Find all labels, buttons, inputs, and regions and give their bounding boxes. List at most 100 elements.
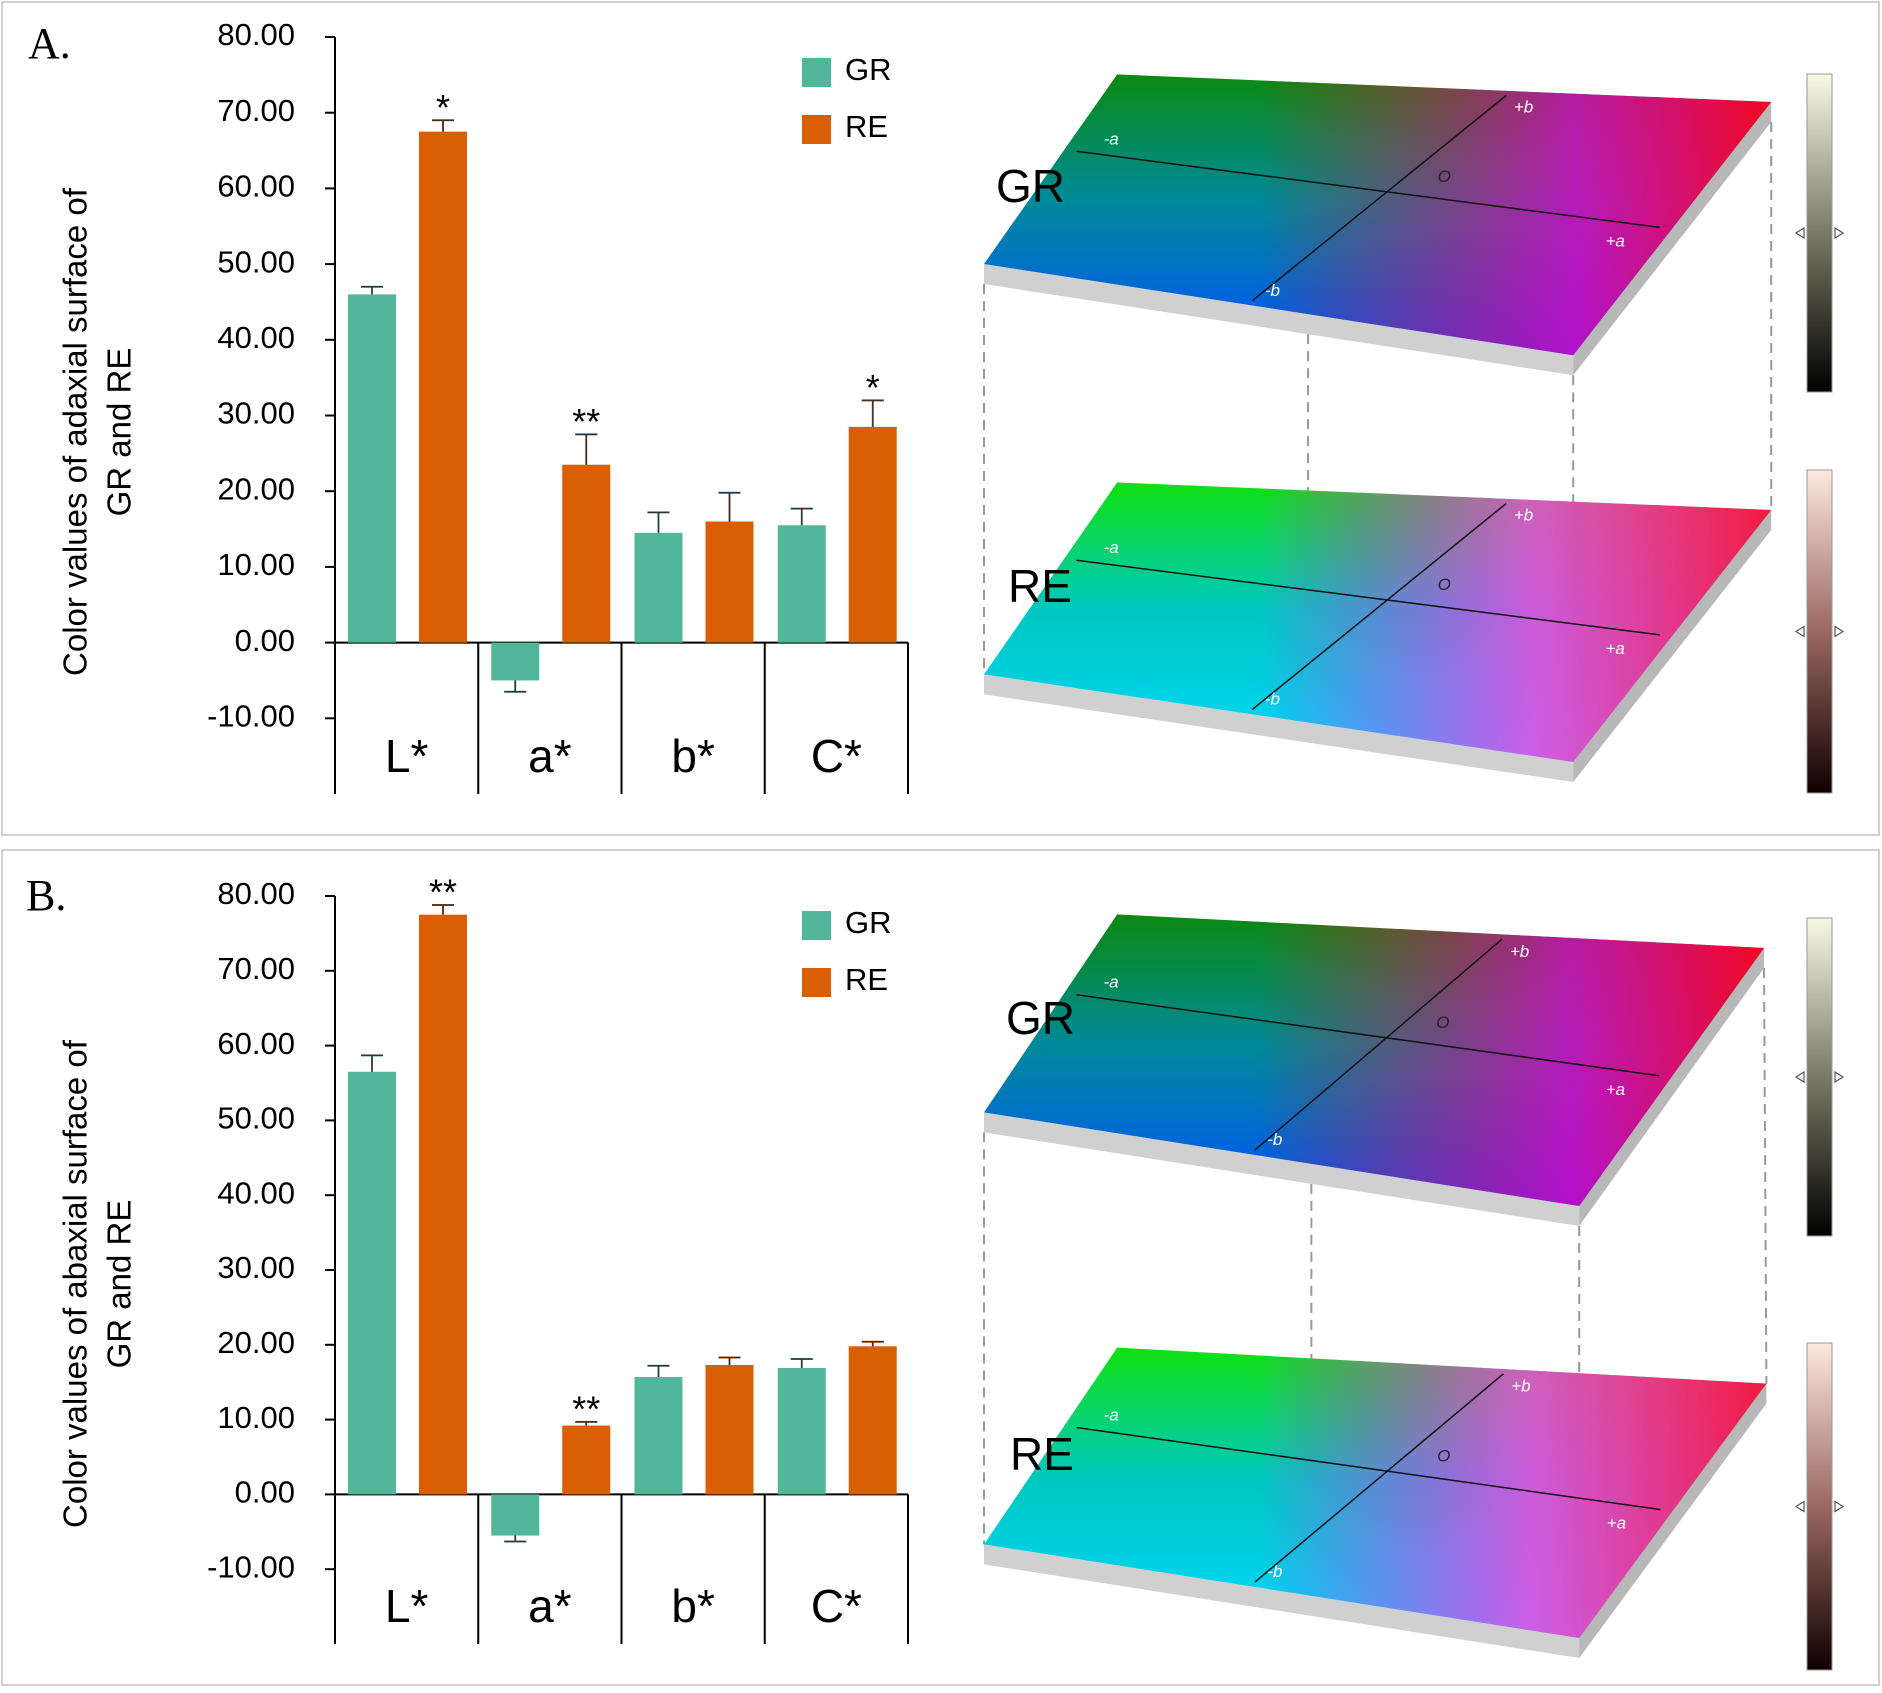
scale-marker: [1794, 1500, 1845, 1513]
plane-name: GR: [1006, 992, 1075, 1044]
x-tick-label: a*: [528, 730, 572, 782]
plane-side: [1573, 510, 1772, 782]
significance-label: **: [572, 1388, 600, 1429]
y-tick-label: 40.00: [217, 320, 295, 355]
error-bar: [718, 491, 741, 522]
significance-label: **: [572, 401, 600, 442]
error-bar: [790, 507, 813, 526]
plane-axis-label: +b: [1514, 98, 1533, 117]
error-bar: [647, 511, 670, 533]
panel-label: A.: [28, 19, 71, 68]
y-tick-label: -10.00: [207, 698, 295, 733]
error-bar: [861, 399, 884, 427]
plane-axis-label: -b: [1267, 1562, 1282, 1581]
plane-side: [984, 264, 1574, 376]
y-tick-label: 50.00: [217, 1101, 295, 1136]
plane-axis-label: O: [1438, 167, 1451, 186]
bar: [777, 525, 826, 643]
bar: [491, 1494, 540, 1536]
color-scale: [1806, 917, 1833, 1237]
legend-swatch: [802, 968, 831, 997]
plane-axis-label: +a: [1605, 231, 1624, 250]
plane-axis-label: -a: [1104, 538, 1119, 557]
significance-label: *: [866, 367, 880, 408]
plane-axis-label: -b: [1267, 1130, 1282, 1149]
y-tick-label: 50.00: [217, 244, 295, 279]
y-tick-label: 40.00: [217, 1175, 295, 1210]
bar: [419, 131, 467, 643]
color-plane: [984, 482, 1772, 762]
plane-axis-label: +a: [1607, 1513, 1626, 1532]
legend-swatch: [802, 58, 831, 87]
bar: [705, 521, 754, 643]
bar: [562, 1425, 611, 1495]
scale-marker: [1794, 226, 1845, 240]
error-bar: [575, 1420, 598, 1426]
bar: [562, 464, 611, 643]
y-tick-label: 0.00: [235, 1475, 295, 1510]
y-tick-label: 0.00: [235, 623, 295, 658]
plane-axis-label: -b: [1265, 281, 1280, 300]
plane-name: RE: [1008, 560, 1072, 612]
y-axis-label: GR and RE: [101, 348, 138, 517]
error-bar: [861, 1340, 884, 1347]
bar: [491, 642, 540, 681]
error-bar: [432, 903, 454, 915]
b-axis: [1254, 1373, 1504, 1583]
panel-frame: [1, 1, 1880, 836]
y-tick-label: -10.00: [207, 1549, 295, 1584]
a-axis: [1076, 559, 1660, 636]
plane-axis-label: O: [1436, 1013, 1449, 1032]
y-tick-label: 20.00: [217, 1325, 295, 1360]
plane-axis-label: -a: [1104, 129, 1119, 148]
x-tick-label: b*: [671, 1580, 715, 1632]
bar: [705, 1364, 754, 1495]
legend-label: RE: [845, 962, 888, 997]
scale-marker: [1794, 625, 1845, 638]
y-tick-label: 30.00: [217, 1250, 295, 1285]
plane-axis-label: +a: [1605, 639, 1624, 658]
color-plane: [984, 74, 1772, 356]
error-bar: [504, 1535, 527, 1543]
error-bar: [790, 1358, 813, 1368]
y-axis-label: Color values of adaxial surface of: [57, 187, 94, 676]
error-bar: [361, 285, 383, 295]
x-tick-label: b*: [671, 730, 715, 782]
y-tick-label: 70.00: [217, 93, 295, 128]
plane-side: [1579, 948, 1764, 1226]
x-tick-label: a*: [528, 1580, 572, 1632]
plane-name: RE: [1010, 1428, 1074, 1480]
error-bar: [361, 1054, 383, 1072]
bar: [634, 1376, 683, 1495]
color-plane: [984, 914, 1764, 1206]
error-bar: [504, 680, 527, 693]
y-tick-label: 30.00: [217, 396, 295, 431]
bar: [848, 426, 897, 643]
legend-label: GR: [845, 52, 892, 87]
b-axis: [1251, 502, 1507, 711]
plane-axis-label: -b: [1265, 690, 1280, 709]
connector: [1763, 967, 1768, 1384]
bar: [777, 1367, 826, 1495]
plane-name: GR: [996, 160, 1065, 212]
legend-swatch: [802, 911, 831, 940]
plane-side: [984, 1544, 1580, 1658]
error-bar: [575, 433, 598, 465]
significance-label: **: [429, 871, 457, 912]
plane-axis-label: +b: [1511, 1376, 1530, 1395]
plane-side: [1579, 1383, 1767, 1658]
error-bar: [718, 1356, 741, 1365]
panel-frame: [1, 849, 1880, 1686]
color-plane: [984, 1347, 1767, 1638]
y-tick-label: 80.00: [217, 17, 295, 52]
y-tick-label: 10.00: [217, 547, 295, 582]
plane-side: [1573, 102, 1772, 376]
color-scale: [1806, 1342, 1833, 1671]
significance-label: *: [436, 87, 450, 128]
legend-label: GR: [845, 905, 892, 940]
color-scale: [1806, 469, 1833, 794]
a-axis: [1076, 1426, 1661, 1511]
plane-side: [984, 1112, 1580, 1226]
y-tick-label: 70.00: [217, 951, 295, 986]
x-tick-label: L*: [385, 1580, 429, 1632]
